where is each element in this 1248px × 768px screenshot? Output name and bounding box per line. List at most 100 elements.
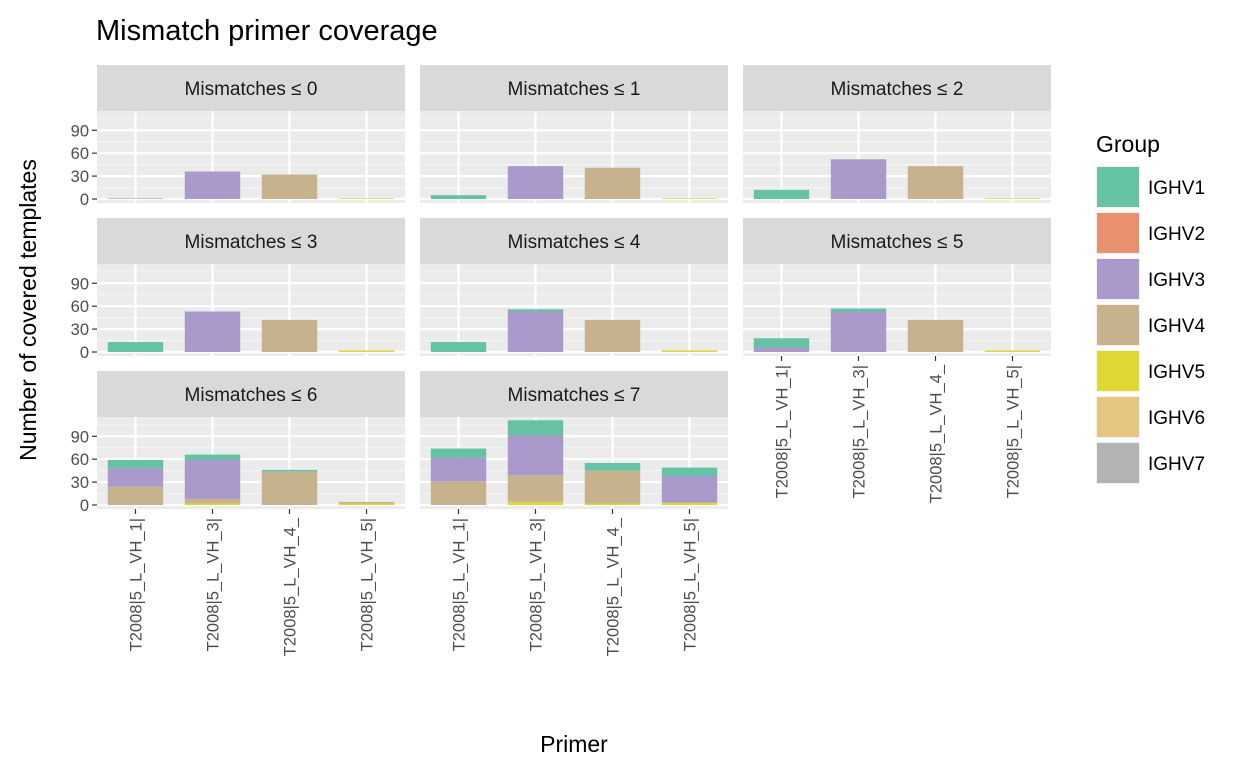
facet-strip [97,218,405,264]
facet-label: Mismatches ≤ 5 [831,232,964,253]
facet-strip [420,65,728,111]
y-tick-label: 30 [71,321,89,339]
bar-segment [261,319,318,352]
legend-entry: IGHV5 [1096,350,1205,392]
facets: Mismatches ≤ 0 0 30 60 90 Mismatches ≤ 1 Misma… [71,65,1051,656]
bar-segment [184,311,241,352]
bar-segment [984,198,1041,200]
legend-entry: IGHV7 [1096,442,1205,484]
legend-swatch [1097,259,1139,299]
facet-strip [420,218,728,264]
bar-segment [261,469,318,472]
x-tick-label: T2008|5_L_VH_4_ [928,364,946,503]
bar-segment [584,319,641,352]
y-tick-label: 90 [71,275,89,293]
y-tick-label: 0 [80,191,89,209]
legend-entry: IGHV3 [1096,258,1205,300]
facet-panel: Mismatches ≤ 0 0 30 60 90 [71,65,405,209]
x-tick-label: T2008|5_L_VH_4_ [282,517,300,656]
legend-entry: IGHV6 [1096,396,1205,438]
legend-swatch [1097,213,1139,253]
facet-strip [420,371,728,417]
facet-panel: Mismatches ≤ 6 0 30 60 90 T2008|5_L_VH_1| T200… [71,371,405,656]
x-tick-label: T2008|5_L_VH_4_ [605,517,623,656]
bar-segment [830,159,887,199]
facet-strip [97,371,405,417]
legend-label: IGHV7 [1148,454,1205,475]
panel-background [420,111,728,203]
bar-segment [507,166,564,199]
x-tick-label: T2008|5_L_VH_5| [359,518,377,651]
legend-label: IGHV4 [1148,316,1205,337]
bar-segment [753,347,810,352]
facet-panel: Mismatches ≤ 1 [420,65,728,203]
bar-segment [661,198,718,200]
y-tick-label: 30 [71,168,89,186]
y-tick-label: 60 [71,145,89,163]
y-tick-label: 90 [71,428,89,446]
y-tick-label: 90 [71,122,89,140]
legend-label: IGHV5 [1148,362,1205,383]
bar-segment [184,503,241,505]
bar-segment [661,350,718,352]
bar-segment [661,467,718,476]
facet-label: Mismatches ≤ 3 [185,232,318,253]
bar-segment [107,198,164,200]
legend-label: IGHV1 [1148,178,1205,199]
facet-label: Mismatches ≤ 7 [508,385,641,406]
bar-segment [507,435,564,476]
bar-segment [753,189,810,199]
y-tick-label: 60 [71,451,89,469]
bar-segment [507,420,564,436]
bar-segment [830,311,887,352]
bar-segment [107,468,164,487]
legend-entry: IGHV2 [1096,212,1205,254]
facet-strip [97,65,405,111]
bar-segment [507,501,564,505]
bar-segment [430,195,487,199]
bar-segment [261,471,318,505]
bar-segment [261,174,318,199]
y-tick-label: 60 [71,298,89,316]
x-tick-label: T2008|5_L_VH_1| [774,365,792,498]
x-tick-label: T2008|5_L_VH_1| [451,518,469,651]
x-tick-label: T2008|5_L_VH_5| [682,518,700,651]
legend: Group IGHV1 IGHV2 IGHV3 IGHV4 IGHV5 IGHV6 IGHV… [1096,131,1205,484]
facet-label: Mismatches ≤ 0 [185,79,318,100]
panel-background [97,111,405,203]
bar-segment [507,309,564,312]
facet-panel: Mismatches ≤ 2 [743,65,1051,203]
x-tick-label: T2008|5_L_VH_5| [1005,365,1023,498]
facet-panel: Mismatches ≤ 3 0 30 60 90 [71,218,405,362]
facet-strip [743,65,1051,111]
chart-title: Mismatch primer coverage [96,15,438,47]
bar-segment [184,171,241,199]
bar-segment [338,350,395,352]
legend-title: Group [1096,131,1160,157]
bar-segment [430,457,487,482]
bar-segment [107,486,164,505]
bar-segment [184,459,241,499]
legend-label: IGHV2 [1148,224,1205,245]
bar-segment [984,350,1041,352]
bar-segment [584,470,641,504]
bar-segment [430,481,487,505]
bar-segment [907,166,964,199]
bar-segment [338,198,395,200]
x-tick-label: T2008|5_L_VH_3| [205,518,223,651]
bar-segment [338,501,395,504]
bar-segment [584,167,641,199]
bar-segment [338,503,395,505]
bar-segment [430,448,487,458]
facet-panel: Mismatches ≤ 7 T2008|5_L_VH_1| T2008|5_L_V… [420,371,728,656]
y-axis-title: Number of covered templates [15,159,41,461]
bar-segment [507,475,564,502]
bar-segment [430,342,487,352]
bar-segment [584,503,641,505]
bar-segment [584,463,641,471]
facet-panel: Mismatches ≤ 4 [420,218,728,356]
legend-swatch [1097,167,1139,207]
x-tick-label: T2008|5_L_VH_3| [851,365,869,498]
legend-swatch [1097,397,1139,437]
bar-segment [661,475,718,503]
